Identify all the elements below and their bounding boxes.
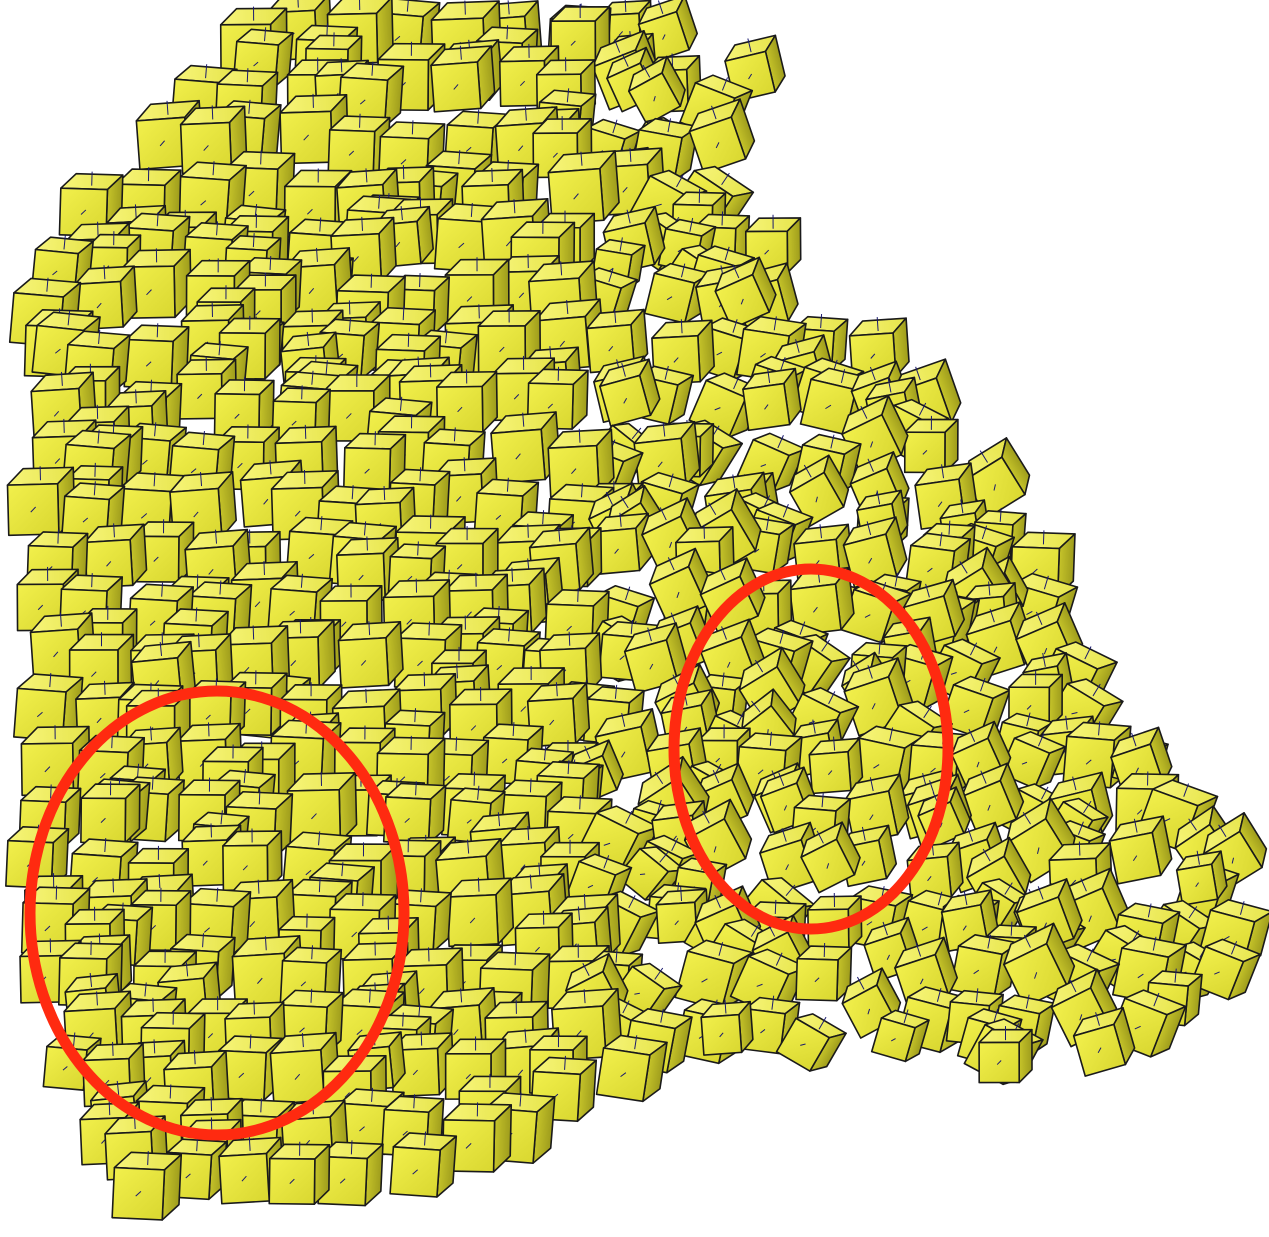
mesh-cube (796, 942, 852, 1001)
mesh-cube (81, 781, 140, 843)
mesh-cube (287, 771, 357, 843)
mesh-cube (446, 876, 514, 946)
mesh-cube (112, 1150, 181, 1221)
mesh-cube (905, 416, 958, 473)
mesh-cube (269, 1141, 329, 1204)
mesh-cube (338, 619, 404, 688)
mesh-cube (979, 1026, 1032, 1083)
cube-cluster (6, 0, 1269, 1221)
mesh-cube (437, 369, 498, 433)
